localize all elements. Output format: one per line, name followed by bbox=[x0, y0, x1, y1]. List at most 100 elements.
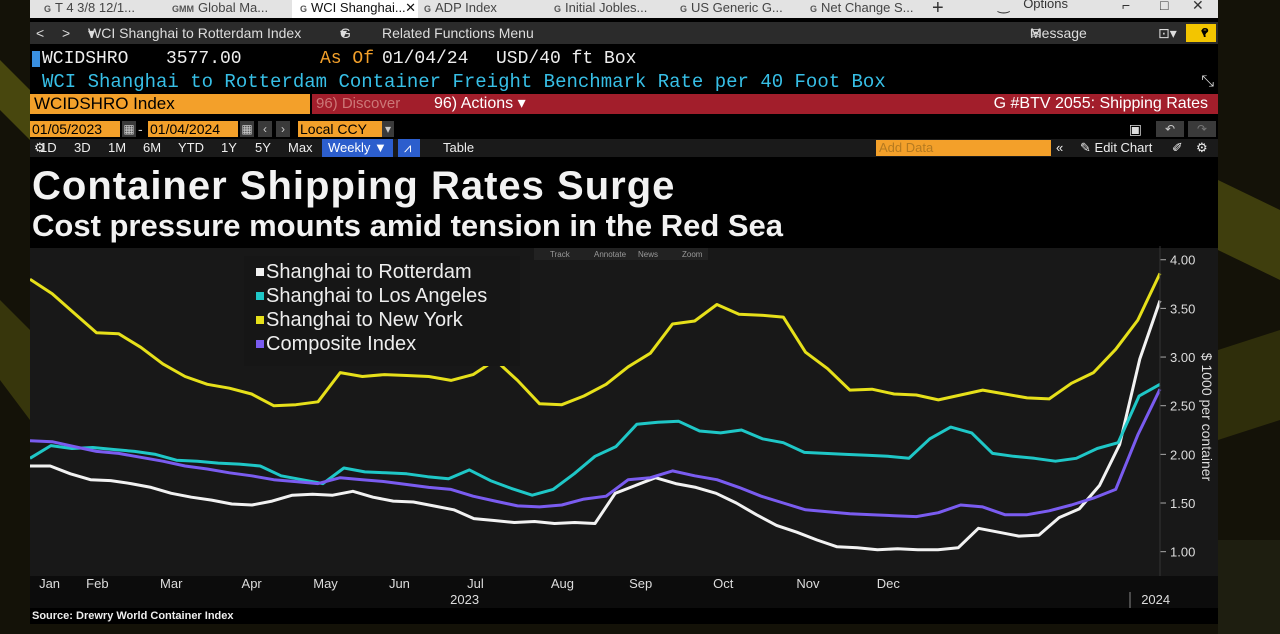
period-1y[interactable]: 1Y bbox=[221, 140, 237, 155]
actions-button[interactable]: 96) Actions ▾ bbox=[430, 94, 544, 114]
calendar-icon[interactable]: ▦ bbox=[240, 121, 254, 137]
tab-6[interactable]: G US Generic G... bbox=[672, 0, 804, 18]
chart-tools-strip bbox=[534, 248, 708, 260]
edit-chart-button[interactable]: ✎ Edit Chart bbox=[1080, 139, 1152, 157]
tab-label: T 4 3/8 12/1... bbox=[55, 0, 135, 15]
legend-label: Shanghai to Los Angeles bbox=[266, 285, 487, 307]
start-date-input[interactable]: 01/05/2023 bbox=[30, 121, 120, 137]
series-line-2 bbox=[30, 382, 1161, 497]
legend-swatch bbox=[256, 316, 264, 324]
tab-3-active[interactable]: G WCI Shanghai... ✕ bbox=[292, 0, 418, 18]
discover-button[interactable]: 96) Discover bbox=[312, 94, 440, 114]
period-1d[interactable]: 1D bbox=[40, 140, 57, 155]
x-tick-label: Jun bbox=[389, 576, 410, 591]
frequency-label: Weekly bbox=[328, 140, 371, 155]
message-label: Message bbox=[1030, 25, 1087, 41]
security-description: WCI Shanghai to Rotterdam Container Frei… bbox=[42, 71, 886, 93]
window-layout-dropdown[interactable]: ⊡▾ bbox=[1158, 25, 1177, 41]
options-menu[interactable]: Options bbox=[1023, 0, 1068, 11]
chart-subtitle: Cost pressure mounts amid tension in the… bbox=[32, 208, 784, 243]
table-view-button[interactable]: Table bbox=[443, 140, 475, 155]
undo-icon[interactable]: ↶ bbox=[1156, 121, 1184, 137]
restore-window-icon[interactable]: ⌐ bbox=[1122, 0, 1131, 13]
prev-period-icon[interactable]: ‹ bbox=[258, 121, 272, 137]
legend-box bbox=[244, 256, 520, 366]
zoom-window-icon[interactable]: ⤡ bbox=[1201, 73, 1214, 90]
related-functions-menu[interactable]: Related Functions Menu bbox=[382, 25, 534, 41]
frequency-dropdown[interactable]: Weekly ▼ bbox=[322, 139, 393, 157]
minimize-icon[interactable]: ‿ bbox=[998, 0, 1010, 13]
tab-type-label: G bbox=[44, 4, 52, 14]
security-name-field[interactable]: WCIDSHRO Index bbox=[30, 94, 310, 114]
forward-arrow-icon[interactable]: > bbox=[62, 25, 71, 41]
envelope-icon: ✉ bbox=[1030, 25, 1042, 41]
tab-type-label: G bbox=[300, 4, 308, 14]
gear-icon[interactable]: ⚙ bbox=[1196, 140, 1208, 155]
period-ytd[interactable]: YTD bbox=[178, 140, 204, 155]
x-tick-label: Sep bbox=[629, 576, 652, 591]
tab-type-label: G bbox=[554, 4, 562, 14]
close-tab-icon[interactable]: ✕ bbox=[405, 0, 416, 15]
dropdown-caret-icon[interactable]: ▾ bbox=[382, 121, 394, 137]
y-tick-label: 1.50 bbox=[1170, 496, 1195, 511]
security-dropdown-label: WCI Shanghai to Rotterdam Index bbox=[88, 25, 302, 41]
maximize-window-icon[interactable]: □ bbox=[1160, 0, 1169, 13]
x-tick-label: Jan bbox=[39, 576, 60, 591]
close-window-icon[interactable]: ✕ bbox=[1192, 0, 1204, 13]
as-of-label: As Of bbox=[320, 49, 375, 69]
help-label: ? bbox=[1201, 25, 1209, 40]
redo-icon[interactable]: ↷ bbox=[1188, 121, 1216, 137]
tab-7[interactable]: G Net Change S... bbox=[802, 0, 934, 18]
help-button[interactable]: ? ▾ bbox=[1186, 24, 1216, 42]
calendar-icon[interactable]: ▦ bbox=[122, 121, 136, 137]
tab-4[interactable]: G ADP Index bbox=[416, 0, 548, 18]
date-separator: - bbox=[138, 121, 143, 137]
x-tick-label: Apr bbox=[242, 576, 263, 591]
legend-label: Composite Index bbox=[266, 333, 416, 355]
tab-2[interactable]: GMM Global Ma... bbox=[164, 0, 292, 18]
legend-swatch bbox=[256, 340, 264, 348]
screen-icon[interactable]: ▣ bbox=[1128, 121, 1142, 137]
tab-label: WCI Shanghai... bbox=[311, 0, 406, 15]
y-tick-label: 3.00 bbox=[1170, 350, 1195, 365]
tab-type-label: G bbox=[680, 4, 688, 14]
edit-icon[interactable]: ✐ bbox=[1172, 140, 1183, 155]
tab-5[interactable]: G Initial Jobles... bbox=[546, 0, 676, 18]
x-tick-label: Aug bbox=[551, 576, 574, 591]
line-chart[interactable]: 1.00 1.50 2.00 2.50 3.00 3.50 4.00 $ 1000 per c… bbox=[30, 160, 1218, 608]
series-line-1 bbox=[30, 300, 1162, 552]
period-3d[interactable]: 3D bbox=[74, 140, 91, 155]
period-6m[interactable]: 6M bbox=[143, 140, 162, 155]
dropdown-caret-icon: ▾ bbox=[88, 25, 96, 41]
x-tick-label: Dec bbox=[877, 576, 901, 591]
btv-bar: G #BTV 2055: Shipping Rates bbox=[542, 94, 1218, 114]
add-data-input[interactable]: Add Data bbox=[876, 140, 1051, 156]
currency-dropdown[interactable]: Local CCY bbox=[298, 121, 382, 137]
as-of-date: 01/04/24 bbox=[382, 49, 469, 69]
series-line-3 bbox=[30, 272, 1162, 408]
new-tab-plus-icon[interactable]: + bbox=[932, 0, 944, 19]
tab-label: Initial Jobles... bbox=[565, 0, 648, 15]
chart-settings-icon[interactable]: ⚙ bbox=[34, 140, 46, 155]
tab-type-label: G bbox=[810, 4, 818, 14]
x-tick-label: Nov bbox=[796, 576, 820, 591]
dropdown-caret-icon: ▾ bbox=[1201, 25, 1208, 40]
ticker-header: WCIDSHRO 3577.00 As Of 01/04/24 USD/40 f… bbox=[30, 48, 1218, 70]
collapse-icon[interactable]: « bbox=[1056, 140, 1064, 155]
btv-link[interactable]: G #BTV 2055: Shipping Rates bbox=[993, 95, 1208, 112]
function-toolbar: < > WCI Shanghai to Rotterdam Index ▾ G … bbox=[30, 22, 1218, 44]
line-chart-icon[interactable]: ⩘ bbox=[398, 139, 420, 157]
end-date-input[interactable]: 01/04/2024 bbox=[148, 121, 238, 137]
pencil-icon: ✎ bbox=[1080, 140, 1091, 155]
tab-type-label: G bbox=[424, 4, 432, 14]
next-period-icon[interactable]: › bbox=[276, 121, 290, 137]
x-tick-label: Jul bbox=[467, 576, 484, 591]
y-axis-label: $ 1000 per container bbox=[1199, 353, 1215, 482]
legend-label: Shanghai to Rotterdam bbox=[266, 261, 472, 283]
period-max[interactable]: Max bbox=[288, 140, 313, 155]
period-1m[interactable]: 1M bbox=[108, 140, 127, 155]
back-arrow-icon[interactable]: < bbox=[36, 25, 45, 41]
period-5y[interactable]: 5Y bbox=[255, 140, 271, 155]
